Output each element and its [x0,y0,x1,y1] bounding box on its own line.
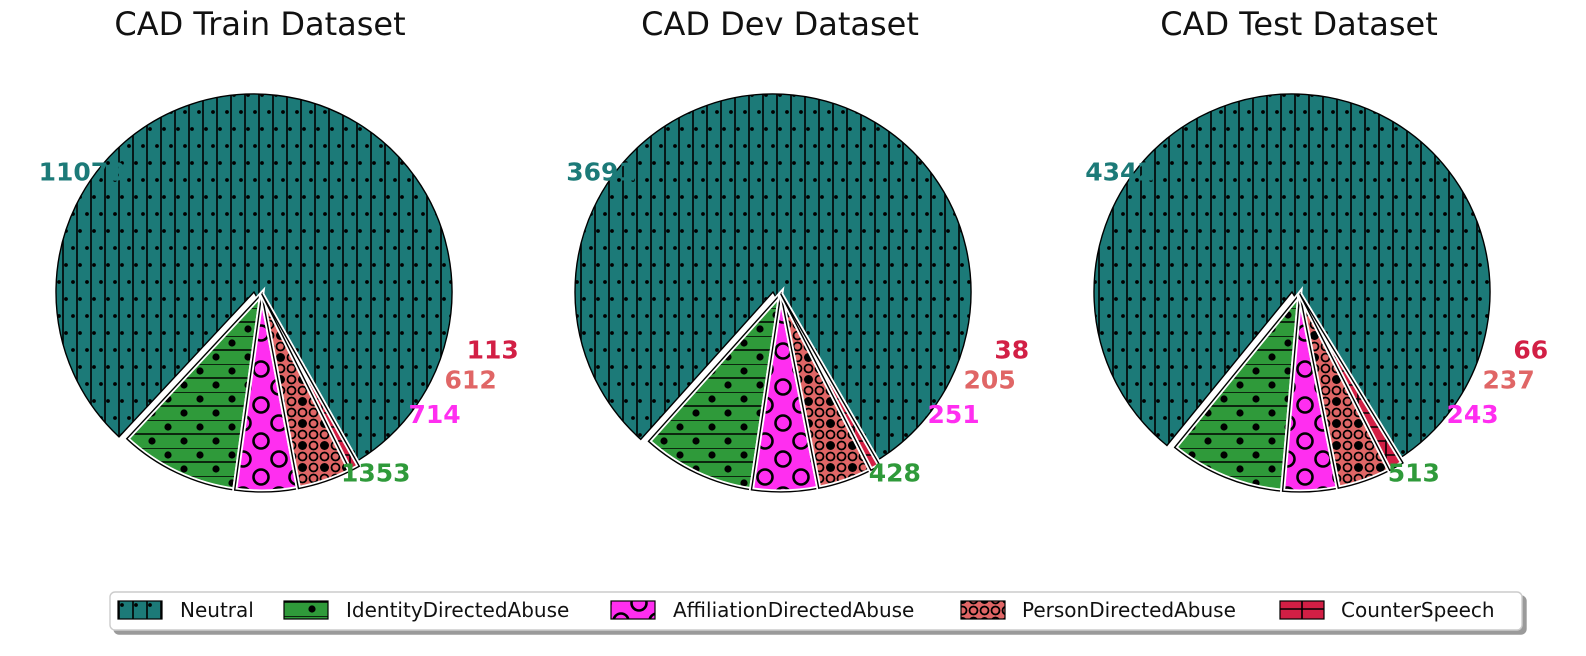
chart-title: CAD Train Dataset [114,5,405,43]
slice-value-label-identity-directed-abuse: 1353 [341,459,411,488]
legend: Neutral IdentityDirectedAbuse Affiliatio… [109,591,1523,631]
pie-slice-neutral [574,93,972,465]
legend-item-identity-directed-abuse: IdentityDirectedAbuse [283,598,569,622]
chart-title: CAD Dev Dataset [641,5,919,43]
slice-value-label-neutral: 11073 [39,158,126,187]
slice-value-label-neutral: 3691 [566,158,636,187]
slice-value-label-counter-speech: 66 [1513,335,1548,364]
slice-value-label-counter-speech: 38 [994,335,1029,364]
legend-swatch-neutral [117,600,163,620]
pie-slice-neutral [1093,93,1491,462]
legend-swatch-person-directed-abuse [960,600,1006,620]
slice-value-label-counter-speech: 113 [467,335,519,364]
slice-value-label-person-directed-abuse: 237 [1483,366,1535,395]
legend-label-neutral: Neutral [180,598,254,622]
legend-item-affiliation-directed-abuse: AffiliationDirectedAbuse [610,598,914,622]
legend-frame [109,591,1523,631]
legend-label-person-directed-abuse: PersonDirectedAbuse [1022,598,1236,622]
legend-swatch-counter-speech [1279,600,1325,620]
pie-slice-outline-identity-directed-abuse [125,291,263,491]
pie-slice-outline-identity-directed-abuse [647,291,782,491]
legend-label-counter-speech: CounterSpeech [1341,598,1495,622]
slice-value-label-identity-directed-abuse: 513 [1388,459,1440,488]
legend-item-neutral: Neutral [117,598,254,622]
pie-slice-outline-counter-speech [780,293,881,472]
slice-value-label-person-directed-abuse: 612 [445,366,497,395]
slice-value-label-affiliation-directed-abuse: 714 [408,400,460,429]
slice-value-label-person-directed-abuse: 205 [964,366,1016,395]
legend-swatch-identity-directed-abuse [283,600,329,620]
slice-value-label-identity-directed-abuse: 428 [869,459,921,488]
pie-slice-outline-identity-directed-abuse [1173,291,1301,492]
chart-title: CAD Test Dataset [1160,5,1438,43]
pie-slice-neutral [55,93,453,466]
slice-value-label-affiliation-directed-abuse: 243 [1446,400,1498,429]
slice-value-label-neutral: 4342 [1085,158,1155,187]
legend-item-person-directed-abuse: PersonDirectedAbuse [960,598,1236,622]
pie-slice-outline-counter-speech [261,293,361,472]
legend-label-identity-directed-abuse: IdentityDirectedAbuse [346,598,569,622]
pie-slice-outline-counter-speech [1299,293,1404,472]
legend-label-affiliation-directed-abuse: AffiliationDirectedAbuse [673,598,914,622]
legend-swatch-affiliation-directed-abuse [610,600,656,620]
slice-value-label-affiliation-directed-abuse: 251 [927,400,979,429]
legend-item-counter-speech: CounterSpeech [1279,598,1495,622]
